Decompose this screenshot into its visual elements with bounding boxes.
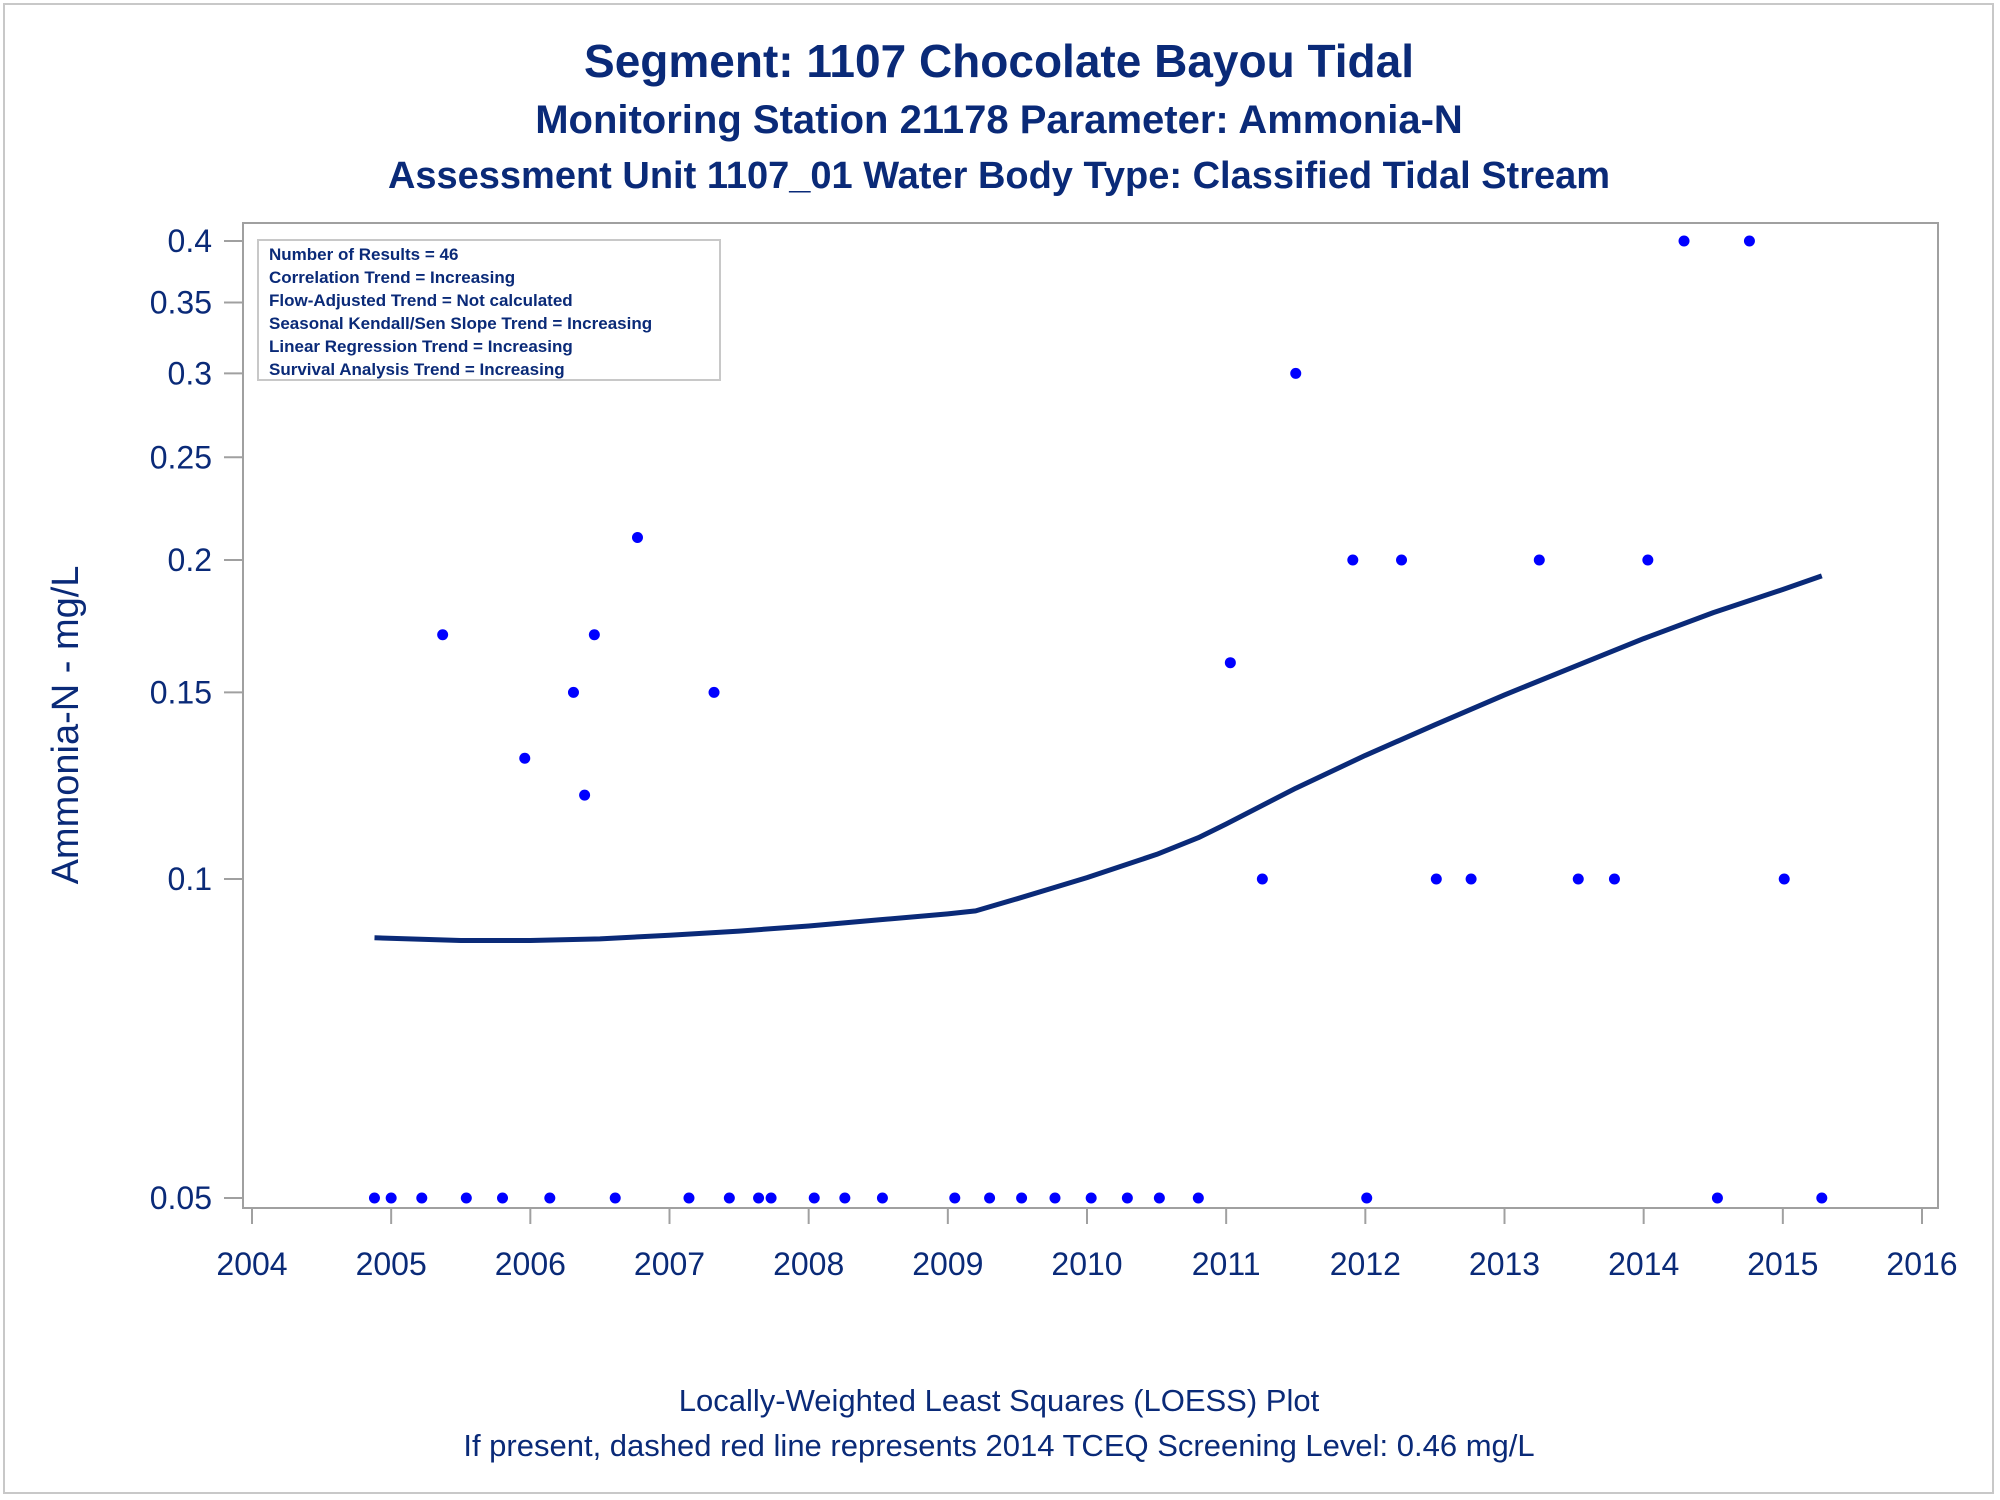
info-box: Number of Results = 46 Correlation Trend… xyxy=(257,239,721,381)
data-point xyxy=(1016,1192,1028,1204)
data-point xyxy=(708,686,720,698)
data-point xyxy=(683,1192,695,1204)
info-line-linear-regression: Linear Regression Trend = Increasing xyxy=(269,337,573,356)
x-tick-label: 2013 xyxy=(1469,1246,1540,1282)
data-point xyxy=(753,1192,765,1204)
data-point xyxy=(1572,873,1584,885)
footnote-loess: Locally-Weighted Least Squares (LOESS) P… xyxy=(678,1383,1320,1418)
chart-title: Segment: 1107 Chocolate Bayou Tidal xyxy=(584,35,1414,87)
info-line-survival: Survival Analysis Trend = Increasing xyxy=(269,360,565,379)
y-tick-label: 0.2 xyxy=(168,542,212,578)
data-point xyxy=(1465,873,1477,885)
data-point xyxy=(1608,873,1620,885)
data-point xyxy=(368,1192,380,1204)
x-tick-label: 2012 xyxy=(1330,1246,1401,1282)
data-point xyxy=(1224,657,1236,669)
x-tick-label: 2009 xyxy=(912,1246,983,1282)
data-point xyxy=(1743,235,1755,247)
data-point xyxy=(1153,1192,1165,1204)
info-line-results: Number of Results = 46 xyxy=(269,245,458,264)
data-point xyxy=(1533,554,1545,566)
data-point xyxy=(631,532,643,544)
x-tick-label: 2016 xyxy=(1886,1246,1957,1282)
data-point xyxy=(1347,554,1359,566)
data-point xyxy=(765,1192,777,1204)
data-point xyxy=(385,1192,397,1204)
x-tick-label: 2007 xyxy=(634,1246,705,1282)
data-point xyxy=(579,789,591,801)
data-point xyxy=(1816,1192,1828,1204)
data-point xyxy=(1290,367,1302,379)
data-point xyxy=(1361,1192,1373,1204)
y-tick-label: 0.15 xyxy=(150,674,212,710)
y-tick-label: 0.25 xyxy=(150,439,212,475)
outer-frame xyxy=(3,3,1994,1494)
x-tick-label: 2005 xyxy=(356,1246,427,1282)
data-point xyxy=(1192,1192,1204,1204)
info-box-border xyxy=(257,239,721,381)
data-point xyxy=(437,629,449,641)
data-point xyxy=(839,1192,851,1204)
x-tick-label: 2008 xyxy=(773,1246,844,1282)
data-point xyxy=(1642,554,1654,566)
data-point xyxy=(1049,1192,1061,1204)
data-point xyxy=(949,1192,961,1204)
y-tick-label: 0.3 xyxy=(168,355,212,391)
data-point xyxy=(1678,235,1690,247)
data-point xyxy=(588,629,600,641)
data-point xyxy=(609,1192,621,1204)
y-axis-title: Ammonia-N - mg/L xyxy=(45,566,87,885)
x-tick-label: 2006 xyxy=(495,1246,566,1282)
data-point xyxy=(1711,1192,1723,1204)
data-point xyxy=(1256,873,1268,885)
data-point xyxy=(519,752,531,764)
x-tick-label: 2010 xyxy=(1051,1246,1122,1282)
y-tick-label: 0.1 xyxy=(168,861,212,897)
y-tick-label: 0.05 xyxy=(150,1180,212,1216)
loess-curve-group xyxy=(374,573,1823,943)
footnote-screening-level: If present, dashed red line represents 2… xyxy=(463,1428,1535,1463)
data-point xyxy=(460,1192,472,1204)
data-point xyxy=(1121,1192,1133,1204)
data-point xyxy=(1085,1192,1097,1204)
chart-subtitle: Monitoring Station 21178 Parameter: Ammo… xyxy=(535,98,1463,142)
loess-line xyxy=(374,573,1823,943)
data-point xyxy=(723,1192,735,1204)
data-point xyxy=(876,1192,888,1204)
info-line-correlation: Correlation Trend = Increasing xyxy=(269,268,515,287)
data-point xyxy=(1430,873,1442,885)
x-tick-label: 2015 xyxy=(1747,1246,1818,1282)
data-point xyxy=(416,1192,428,1204)
plot-area-frame xyxy=(242,222,1939,1209)
data-point xyxy=(984,1192,996,1204)
y-tick-label: 0.35 xyxy=(150,284,212,320)
data-point xyxy=(567,686,579,698)
x-tick-label: 2014 xyxy=(1608,1246,1679,1282)
data-points xyxy=(368,235,1828,1204)
data-point xyxy=(1778,873,1790,885)
y-tick-label: 0.4 xyxy=(168,223,212,259)
info-line-seasonal-kendall: Seasonal Kendall/Sen Slope Trend = Incre… xyxy=(269,314,652,333)
data-point xyxy=(497,1192,508,1204)
x-tick-label: 2011 xyxy=(1192,1246,1261,1282)
chart-subtitle-2: Assessment Unit 1107_01 Water Body Type:… xyxy=(387,155,1611,197)
data-point xyxy=(808,1192,820,1204)
y-axis: 0.05 0.1 0.15 0.2 0.25 0.3 0.35 0.4 xyxy=(150,223,243,1216)
data-point xyxy=(544,1192,556,1204)
data-point xyxy=(1396,554,1408,566)
info-line-flow-adjusted: Flow-Adjusted Trend = Not calculated xyxy=(269,291,573,310)
x-tick-label: 2004 xyxy=(216,1246,287,1282)
x-axis: 2004 2005 2006 2007 2008 2009 2010 2011 2012 2013… xyxy=(216,1208,1958,1282)
